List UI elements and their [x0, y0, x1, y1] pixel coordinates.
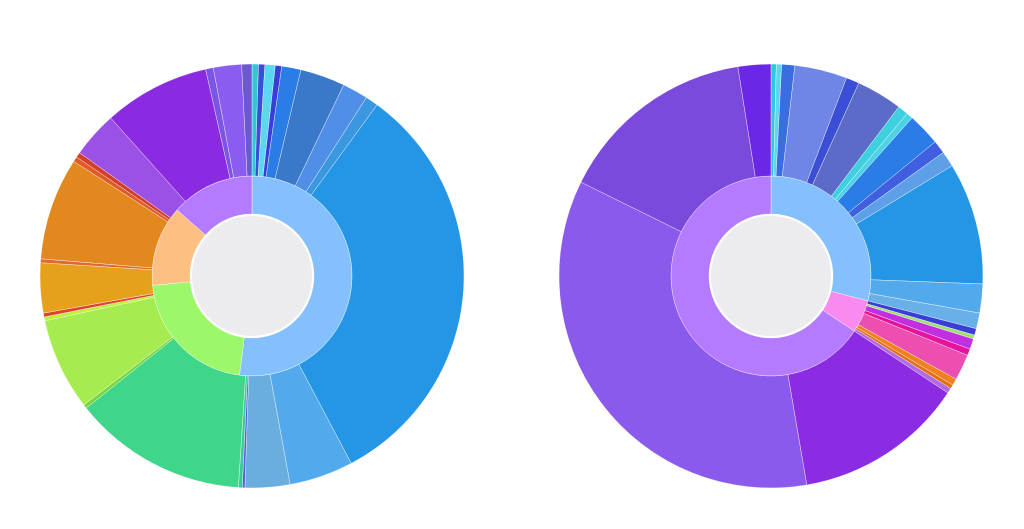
- outer-segment: [787, 330, 949, 486]
- outer-segment: [241, 63, 253, 177]
- outer-segment: [580, 66, 756, 232]
- outer-segment: [737, 63, 772, 178]
- center-hole: [190, 214, 314, 338]
- outer-segment: [558, 181, 808, 489]
- center-hole: [709, 214, 833, 338]
- outer-segment: [298, 104, 465, 464]
